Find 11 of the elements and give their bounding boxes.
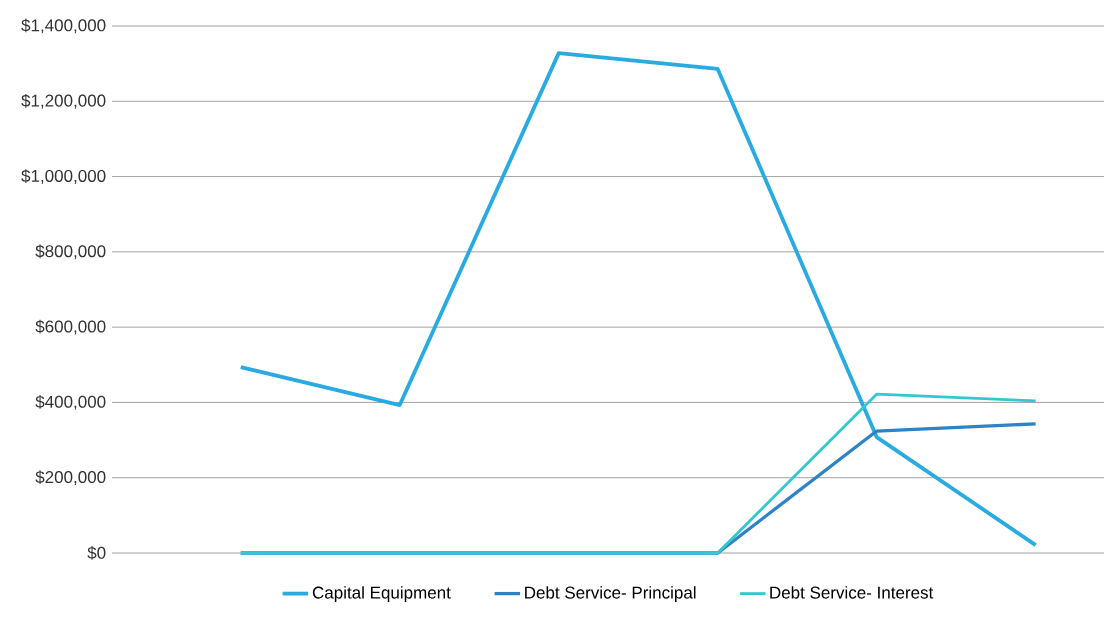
y-tick-label: $1,000,000 (21, 169, 106, 184)
y-tick-label: $1,400,000 (21, 18, 106, 34)
legend-label: Debt Service- Principal (525, 586, 696, 603)
legend-label: Capital Equipment (312, 586, 451, 603)
y-tick-label: $0 (87, 546, 106, 560)
y-tick-label: $1,200,000 (21, 93, 106, 109)
y-tick-label: $400,000 (35, 395, 106, 410)
y-tick-label: $600,000 (35, 319, 106, 335)
legend-label: Debt Service- Interest (770, 586, 934, 599)
y-tick-label: $200,000 (35, 470, 106, 486)
y-tick-label: $800,000 (35, 244, 106, 260)
